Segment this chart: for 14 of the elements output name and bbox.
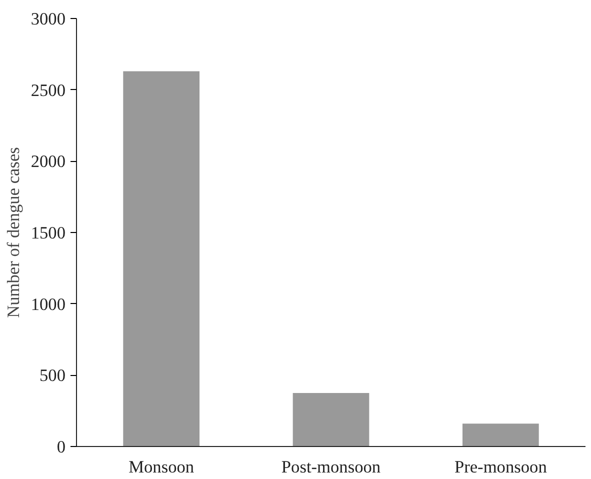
bar (462, 424, 539, 446)
y-tick-label: 500 (40, 366, 66, 386)
y-tick-label: 0 (56, 438, 66, 456)
y-tick-label: 1000 (30, 294, 66, 314)
y-axis-title: Number of dengue cases (4, 146, 23, 318)
y-tick-label: 2000 (30, 152, 66, 172)
y-tick-label: 3000 (30, 10, 66, 28)
x-tick-label: Monsoon (128, 458, 194, 476)
y-tick-label: 1500 (30, 224, 66, 242)
y-tick-label: 2500 (30, 80, 66, 100)
bar (292, 393, 370, 446)
x-tick-label: Pre-monsoon (454, 458, 548, 476)
bar (123, 71, 200, 446)
x-tick-label: Post-monsoon (281, 458, 381, 476)
